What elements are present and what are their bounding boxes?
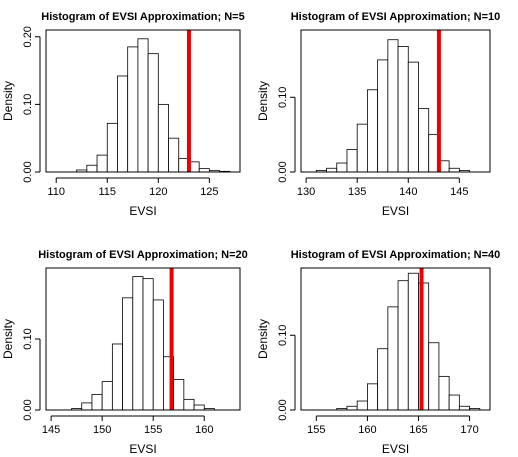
histogram-bar bbox=[458, 405, 470, 411]
histogram-bar bbox=[117, 75, 129, 173]
y-tick-label: 0.00 bbox=[277, 399, 289, 420]
x-tick-label: 130 bbox=[297, 186, 315, 198]
histogram-bar bbox=[326, 167, 338, 173]
histogram-bar bbox=[346, 405, 358, 411]
histogram-bar bbox=[96, 154, 108, 173]
histogram-bar bbox=[448, 167, 460, 173]
x-tick-label: 145 bbox=[450, 186, 468, 198]
y-tick-label: 0.00 bbox=[22, 161, 34, 182]
histogram-bar bbox=[137, 38, 149, 173]
x-tick-label: 155 bbox=[307, 424, 325, 436]
histogram-bar bbox=[356, 123, 368, 173]
x-tick-label: 120 bbox=[149, 186, 167, 198]
x-tick-label: 145 bbox=[42, 424, 60, 436]
y-axis-label: Density bbox=[256, 319, 270, 359]
x-tick-label: 115 bbox=[98, 186, 116, 198]
plot-frame bbox=[45, 267, 241, 411]
histogram-panel-2: Histogram of EVSI Approximation; N=10 130… bbox=[256, 11, 500, 218]
histogram-bar bbox=[397, 280, 409, 411]
histogram-bar bbox=[198, 168, 210, 173]
histogram-bar bbox=[407, 272, 419, 411]
histogram-bar bbox=[101, 381, 113, 411]
panel-title: Histogram of EVSI Approximation; N=40 bbox=[291, 249, 501, 261]
histogram-bar bbox=[81, 402, 93, 411]
x-tick-label: 155 bbox=[144, 424, 162, 436]
histogram-bar bbox=[127, 46, 139, 173]
histogram-bar bbox=[91, 393, 103, 411]
histogram-bar bbox=[86, 164, 98, 173]
y-tick-label: 0.10 bbox=[277, 87, 289, 108]
histogram-bar bbox=[346, 149, 358, 173]
x-tick-label: 160 bbox=[195, 424, 213, 436]
histogram-bar bbox=[418, 108, 430, 173]
histogram-bar bbox=[448, 394, 460, 411]
y-tick-label: 0.20 bbox=[22, 26, 34, 47]
histogram-bar bbox=[106, 122, 118, 173]
histogram-bar bbox=[132, 276, 144, 411]
histogram-bar bbox=[407, 61, 419, 173]
y-tick-label: 0.10 bbox=[277, 325, 289, 346]
histogram-bar bbox=[377, 59, 389, 173]
histogram-bar bbox=[336, 162, 348, 173]
histogram-bar bbox=[193, 404, 205, 411]
y-tick-label: 0.00 bbox=[277, 161, 289, 182]
histogram-bar bbox=[367, 89, 379, 173]
histogram-panel-1: Histogram of EVSI Approximation; N=5 110 1… bbox=[1, 11, 245, 218]
histogram-bar bbox=[367, 383, 379, 411]
histogram-bar bbox=[183, 398, 195, 411]
histogram-bar bbox=[397, 46, 409, 173]
x-tick-label: 125 bbox=[200, 186, 218, 198]
x-tick-label: 160 bbox=[358, 424, 376, 436]
plot-frame bbox=[45, 29, 241, 173]
histogram-bar bbox=[438, 375, 450, 411]
x-axis-label: EVSI bbox=[129, 442, 156, 456]
x-tick-label: 150 bbox=[93, 424, 111, 436]
x-tick-label: 140 bbox=[399, 186, 417, 198]
histogram-bar bbox=[356, 400, 368, 411]
histogram-bar bbox=[122, 297, 134, 411]
histogram-bar bbox=[173, 379, 185, 411]
y-tick-label: 0.10 bbox=[22, 94, 34, 115]
x-tick-label: 135 bbox=[348, 186, 366, 198]
histogram-bar bbox=[152, 299, 164, 411]
x-tick-label: 110 bbox=[47, 186, 65, 198]
histogram-bar bbox=[157, 103, 169, 173]
x-tick-label: 170 bbox=[460, 424, 478, 436]
plot-frame bbox=[300, 29, 491, 173]
plot-frame bbox=[300, 267, 491, 411]
histogram-bar bbox=[111, 343, 123, 411]
histogram-panel-4: Histogram of EVSI Approximation; N=40 155… bbox=[256, 249, 500, 456]
x-tick-label: 165 bbox=[409, 424, 427, 436]
panel-title: Histogram of EVSI Approximation; N=5 bbox=[41, 11, 244, 23]
histogram-panel-3: Histogram of EVSI Approximation; N=20 145… bbox=[1, 249, 248, 456]
histogram-bar bbox=[428, 342, 440, 411]
histogram-bar bbox=[387, 39, 399, 173]
panel-title: Histogram of EVSI Approximation; N=20 bbox=[38, 249, 248, 261]
y-tick-label: 0.10 bbox=[22, 328, 34, 349]
y-tick-label: 0.00 bbox=[22, 399, 34, 420]
histogram-bar bbox=[168, 137, 180, 173]
histogram-bar bbox=[377, 348, 389, 411]
y-axis-label: Density bbox=[256, 81, 270, 121]
y-axis-label: Density bbox=[1, 81, 15, 121]
y-axis-label: Density bbox=[1, 319, 15, 359]
panel-title: Histogram of EVSI Approximation; N=10 bbox=[291, 11, 501, 23]
x-axis-label: EVSI bbox=[382, 442, 409, 456]
histogram-bar bbox=[387, 306, 399, 411]
x-axis-label: EVSI bbox=[129, 204, 156, 218]
x-axis-label: EVSI bbox=[382, 204, 409, 218]
histogram-bar bbox=[147, 53, 159, 173]
histogram-bar bbox=[142, 278, 154, 411]
